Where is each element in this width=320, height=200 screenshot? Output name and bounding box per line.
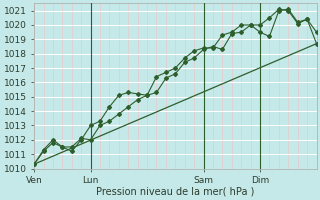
X-axis label: Pression niveau de la mer( hPa ): Pression niveau de la mer( hPa ) [96,187,254,197]
